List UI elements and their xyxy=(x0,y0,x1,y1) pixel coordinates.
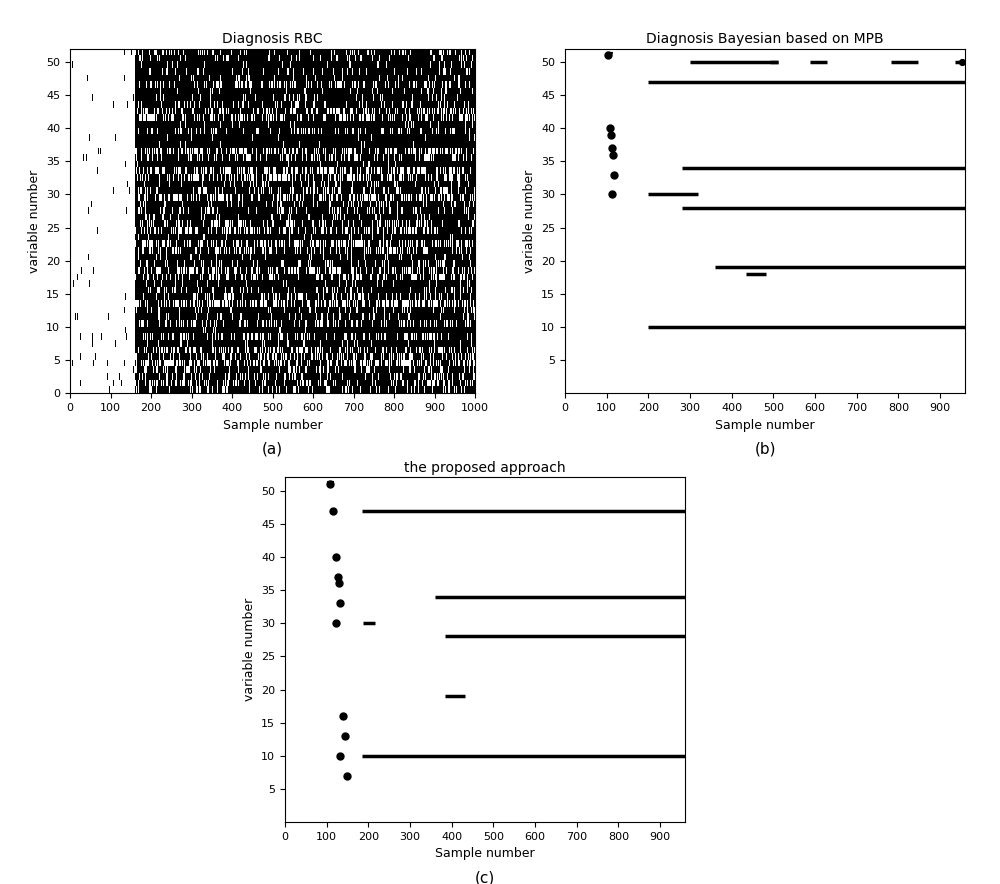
Point xyxy=(337,728,353,743)
Title: Diagnosis RBC: Diagnosis RBC xyxy=(222,32,323,46)
Point xyxy=(954,55,970,69)
Point xyxy=(603,127,619,141)
Text: (b): (b) xyxy=(754,442,776,457)
Text: (a): (a) xyxy=(262,442,283,457)
Point xyxy=(332,749,348,763)
Point xyxy=(322,476,338,491)
Point xyxy=(601,48,617,62)
Point xyxy=(334,709,351,723)
Point xyxy=(325,503,341,517)
Y-axis label: variable number: variable number xyxy=(243,598,256,701)
Y-axis label: variable number: variable number xyxy=(28,170,41,272)
Point xyxy=(602,121,618,135)
Point xyxy=(330,569,346,583)
Point xyxy=(328,550,344,564)
Point xyxy=(322,476,338,491)
Text: (c): (c) xyxy=(475,871,495,884)
Point xyxy=(604,141,620,155)
Point xyxy=(328,616,344,630)
X-axis label: Sample number: Sample number xyxy=(435,848,535,860)
Title: the proposed approach: the proposed approach xyxy=(404,461,566,475)
Point xyxy=(604,187,620,202)
Point xyxy=(339,768,355,783)
Point xyxy=(604,148,620,162)
X-axis label: Sample number: Sample number xyxy=(715,419,815,431)
Point xyxy=(331,576,347,591)
Point xyxy=(600,48,616,62)
X-axis label: Sample number: Sample number xyxy=(223,419,322,431)
Point xyxy=(606,167,622,181)
Y-axis label: variable number: variable number xyxy=(523,170,536,272)
Point xyxy=(332,596,348,610)
Title: Diagnosis Bayesian based on MPB: Diagnosis Bayesian based on MPB xyxy=(646,32,884,46)
